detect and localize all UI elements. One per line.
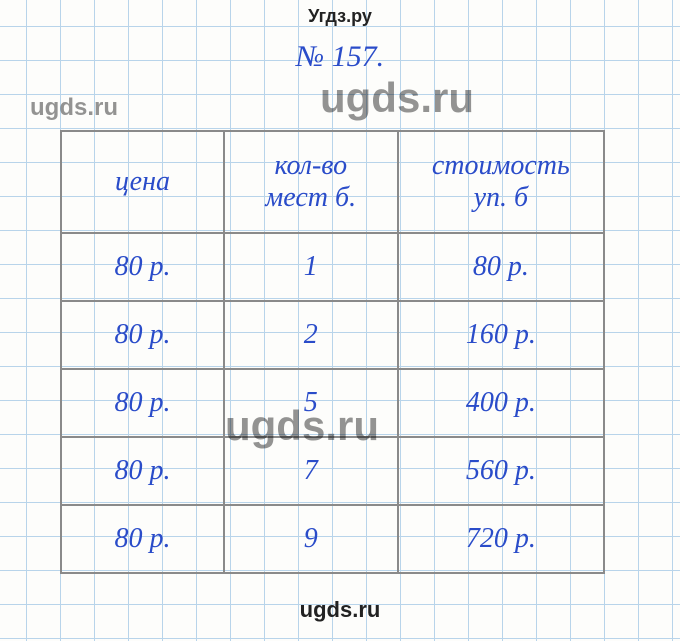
table-header-row: цена кол-вомест б. стоимостьуп. б (61, 131, 604, 233)
cell-cost: 160 р. (398, 301, 604, 369)
cell-price: 80 р. (61, 369, 224, 437)
cell-price: 80 р. (61, 505, 224, 573)
table-row: 80 р. 2 160 р. (61, 301, 604, 369)
cell-cost: 720 р. (398, 505, 604, 573)
cell-price: 80 р. (61, 437, 224, 505)
cell-cost: 80 р. (398, 233, 604, 301)
footer-watermark: ugds.ru (0, 597, 680, 623)
cell-price: 80 р. (61, 233, 224, 301)
watermark-overlay-1: ugds.ru (30, 94, 118, 122)
cell-qty: 9 (224, 505, 398, 573)
exercise-number: № 157. (0, 40, 680, 74)
header-price: цена (61, 131, 224, 233)
pricing-table: цена кол-вомест б. стоимостьуп. б 80 р. … (60, 130, 605, 574)
watermark-overlay-2: ugds.ru (320, 74, 474, 122)
cell-cost: 560 р. (398, 437, 604, 505)
header-cost: стоимостьуп. б (398, 131, 604, 233)
watermark-overlay-3: ugds.ru (225, 402, 379, 450)
page: Угдз.ру № 157. ugds.ru ugds.ru цена кол-… (0, 0, 680, 641)
header-watermark: Угдз.ру (0, 6, 680, 27)
cell-price: 80 р. (61, 301, 224, 369)
cell-qty: 1 (224, 233, 398, 301)
table-row: 80 р. 1 80 р. (61, 233, 604, 301)
table-row: 80 р. 9 720 р. (61, 505, 604, 573)
cell-cost: 400 р. (398, 369, 604, 437)
cell-qty: 2 (224, 301, 398, 369)
header-qty: кол-вомест б. (224, 131, 398, 233)
pricing-table-wrap: цена кол-вомест б. стоимостьуп. б 80 р. … (60, 130, 605, 574)
